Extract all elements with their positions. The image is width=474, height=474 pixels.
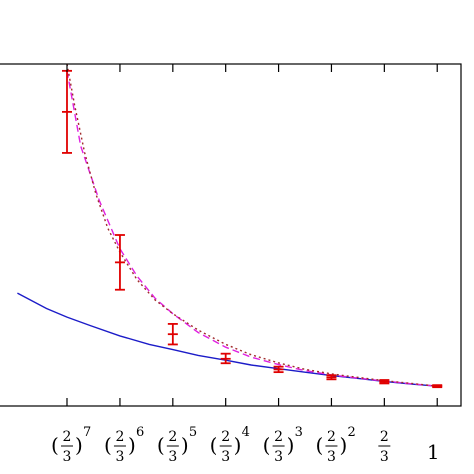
x-tick-label-numerator: 2 bbox=[115, 429, 124, 445]
x-tick-label-paren-open: ( bbox=[157, 433, 165, 457]
x-tick-label-paren-close: ) bbox=[75, 433, 83, 457]
x-tick-label-denominator: 3 bbox=[115, 449, 124, 465]
error-bar-2 bbox=[114, 234, 125, 291]
x-tick-label-numerator: 2 bbox=[274, 429, 283, 445]
error-bar-7 bbox=[379, 379, 390, 385]
x-tick-label-paren-open: ( bbox=[263, 433, 271, 457]
x-tick-label-numerator: 2 bbox=[327, 429, 336, 445]
x-tick-label: 1 bbox=[427, 440, 440, 464]
series-line-dotted bbox=[66, 64, 438, 387]
x-tick-label-paren-close: ) bbox=[181, 433, 189, 457]
x-axis-ticks bbox=[66, 64, 438, 406]
x-tick-label-numerator: 2 bbox=[221, 429, 230, 445]
x-tick-label-numerator: 2 bbox=[168, 429, 177, 445]
error-bar-3 bbox=[167, 323, 178, 346]
x-tick-label-denominator: 3 bbox=[274, 449, 283, 465]
x-tick-label-paren-close: ) bbox=[339, 433, 347, 457]
x-tick-label-exponent: 4 bbox=[242, 425, 250, 440]
x-tick-label: 23 bbox=[378, 429, 391, 465]
error-bar-1 bbox=[61, 69, 72, 154]
x-tick-label: (23)2 bbox=[315, 425, 355, 465]
x-tick-label-denominator: 3 bbox=[380, 449, 389, 465]
x-tick-label-paren-close: ) bbox=[234, 433, 242, 457]
x-tick-label-exponent: 2 bbox=[347, 425, 355, 440]
x-tick-label-value: 1 bbox=[427, 440, 440, 464]
x-tick-label-exponent: 5 bbox=[189, 425, 197, 440]
error-bar-6 bbox=[326, 374, 337, 381]
x-tick-label-paren-open: ( bbox=[210, 433, 218, 457]
x-tick-label-denominator: 3 bbox=[168, 449, 177, 465]
x-tick-label-numerator: 2 bbox=[380, 429, 389, 445]
x-tick-label-denominator: 3 bbox=[221, 449, 230, 465]
error-bar-5 bbox=[273, 365, 284, 374]
series-curves bbox=[17, 64, 438, 387]
x-tick-label: (2 3)7 bbox=[51, 425, 91, 465]
x-tick-label-numerator: 2 bbox=[63, 429, 72, 445]
error-bars bbox=[61, 69, 443, 389]
x-tick-label: (2 3)4 bbox=[210, 425, 250, 465]
x-tick-label: (2 3)5 bbox=[157, 425, 197, 465]
x-tick-label-paren-open: ( bbox=[315, 433, 323, 457]
error-bar-4 bbox=[220, 352, 231, 365]
x-tick-label-denominator: 3 bbox=[63, 449, 72, 465]
x-tick-label: (2 3)6 bbox=[104, 425, 144, 465]
x-tick-label-denominator: 3 bbox=[327, 449, 336, 465]
x-tick-label-exponent: 7 bbox=[83, 425, 91, 440]
x-tick-label-paren-open: ( bbox=[51, 433, 59, 457]
x-tick-label: (23)3 bbox=[263, 425, 303, 465]
x-axis-tick-labels: (23)7(23)6(23)5(23)4(23)3(23)2 23 1 bbox=[51, 425, 440, 465]
x-tick-label-exponent: 3 bbox=[295, 425, 303, 440]
x-tick-label-paren-open: ( bbox=[104, 433, 112, 457]
series-line-solid bbox=[17, 292, 438, 387]
plot-frame bbox=[0, 63, 462, 407]
x-tick-label-exponent: 6 bbox=[136, 425, 144, 440]
error-bar-8 bbox=[432, 384, 443, 389]
x-tick-label-paren-close: ) bbox=[128, 433, 136, 457]
series-line-dashed bbox=[66, 70, 438, 387]
x-tick-label-paren-close: ) bbox=[287, 433, 295, 457]
